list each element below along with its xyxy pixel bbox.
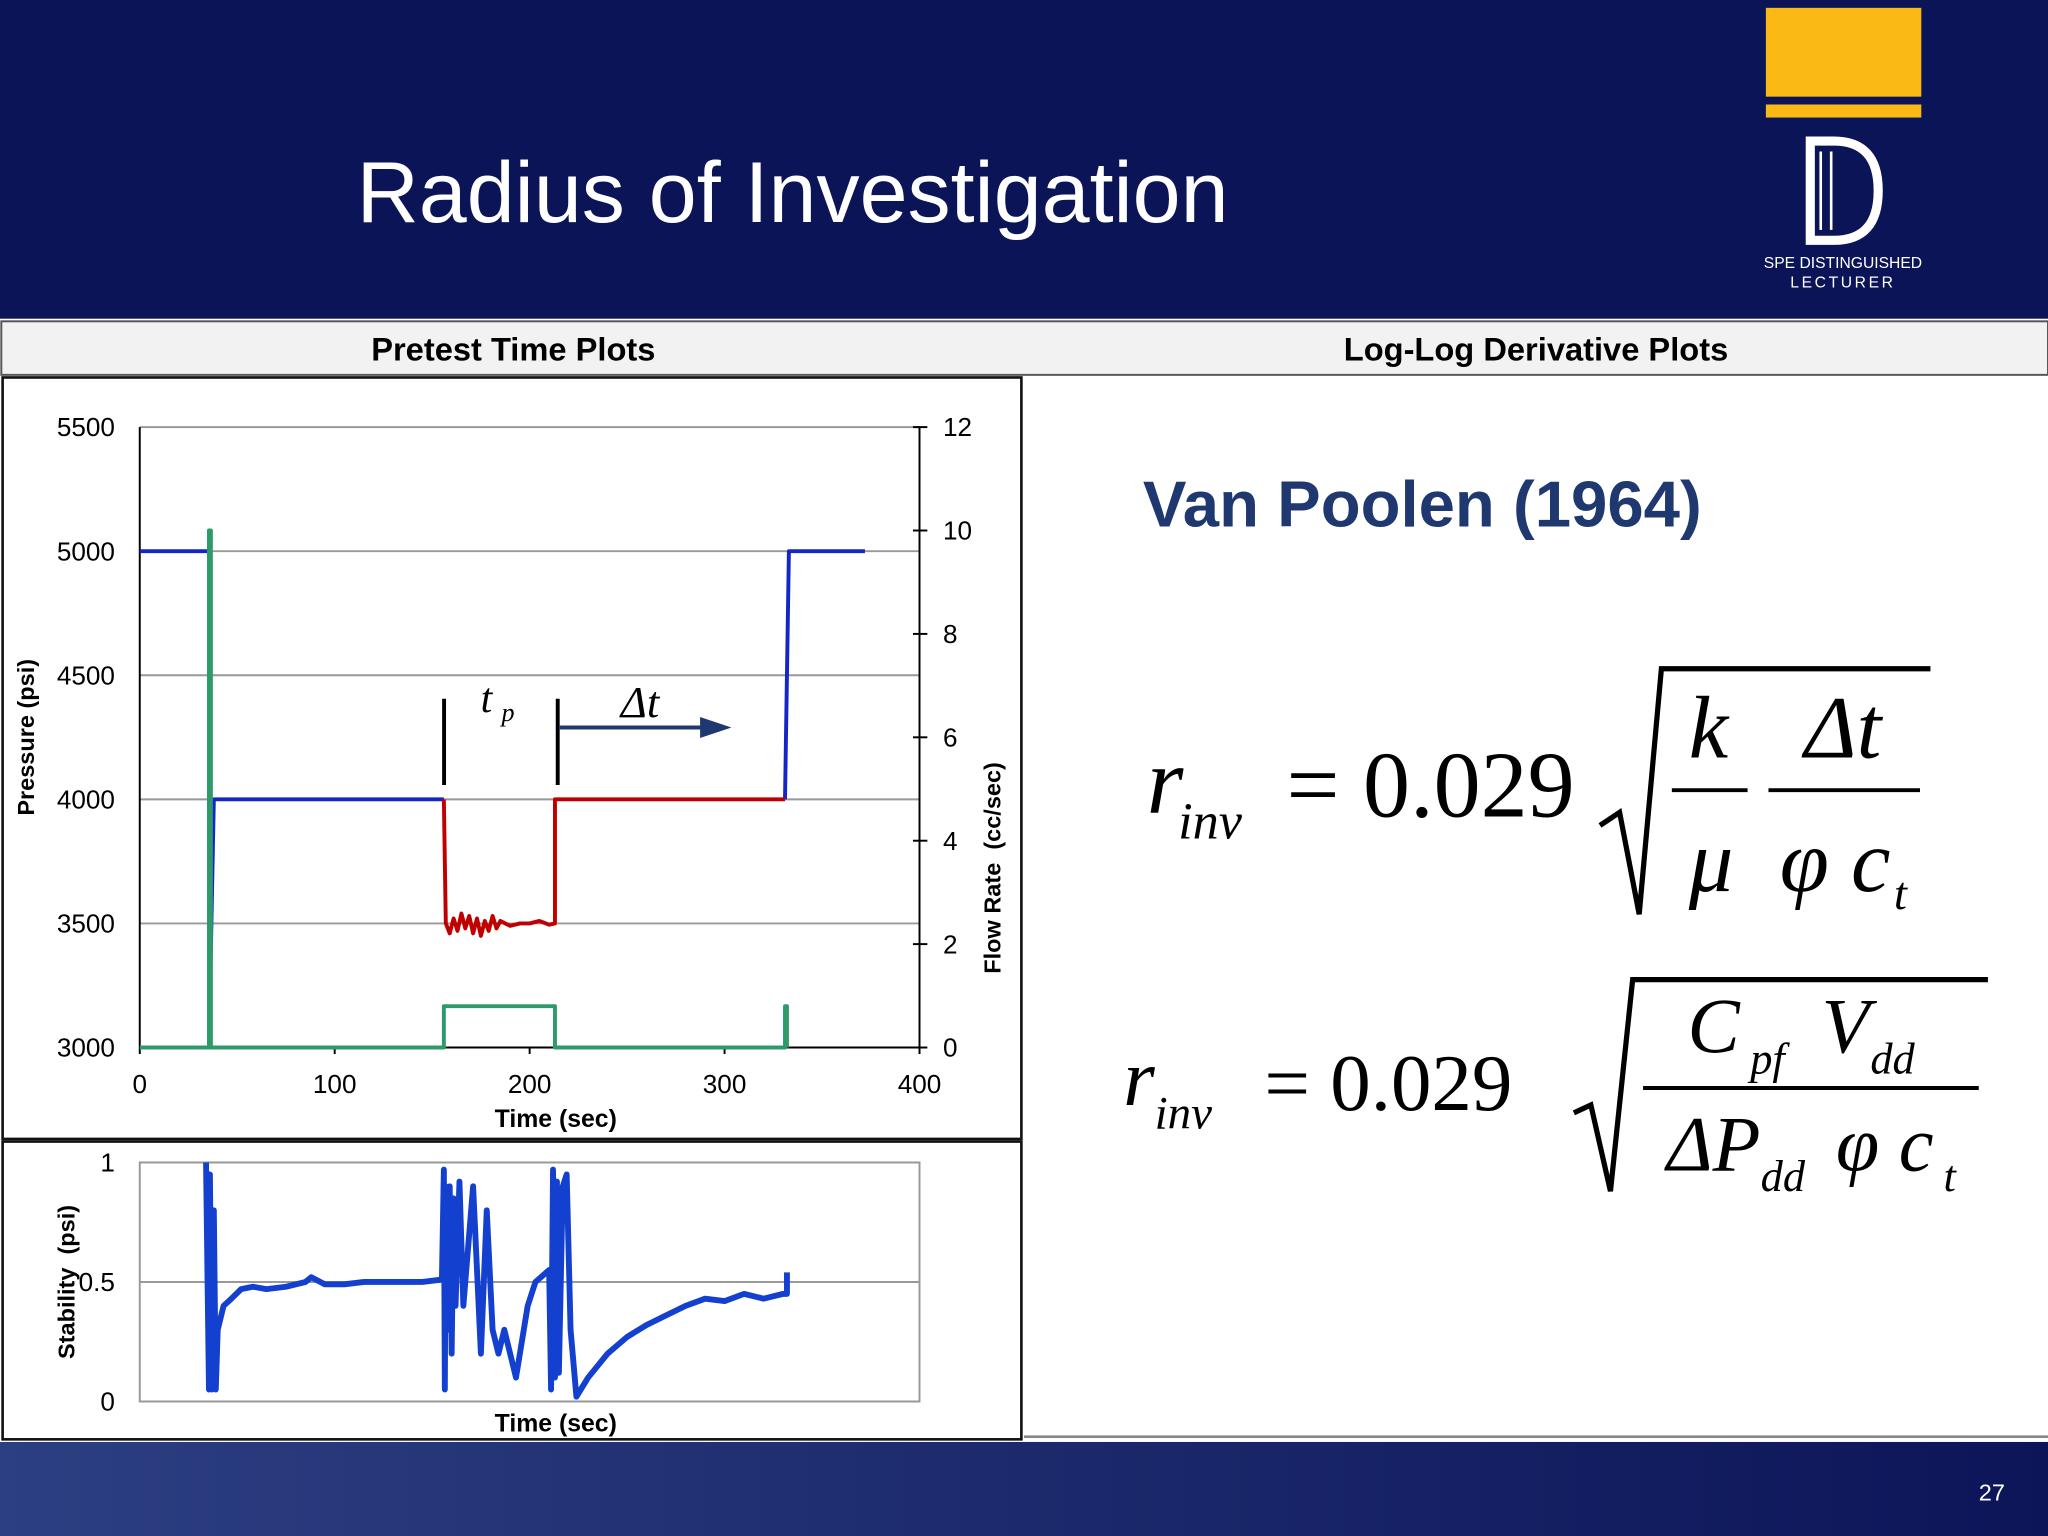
eq-subscript: pf xyxy=(1747,1034,1790,1084)
logo-mark xyxy=(1805,136,1883,245)
y-tick-label: 1 xyxy=(100,1148,115,1178)
y2-tick-label: 10 xyxy=(943,516,972,546)
x-tick-label: 100 xyxy=(313,1069,357,1099)
logo-bar xyxy=(1765,104,1922,118)
y-axis-label: Pressure (psi) xyxy=(13,659,39,816)
x-tick-label: 400 xyxy=(898,1069,942,1099)
y-tick-label: 4500 xyxy=(57,660,115,690)
eq-subscript: dd xyxy=(1870,1034,1915,1084)
eq-subscript: dd xyxy=(1761,1151,1806,1201)
y2-tick-label: 0 xyxy=(943,1033,958,1063)
logo-text: LECTURER xyxy=(1790,274,1895,291)
column-header: Log-Log Derivative Plots xyxy=(1344,330,1728,367)
chart: 0 0.5 1 Time (sec) Stability (psi) xyxy=(53,1148,921,1438)
radical xyxy=(1572,976,1988,1192)
y2-tick-label: 12 xyxy=(943,412,972,442)
chart-panel xyxy=(1,1140,1023,1441)
y-tick-label: 3000 xyxy=(57,1033,115,1063)
x-tick-label: 200 xyxy=(508,1069,552,1099)
y-tick-label: 0.5 xyxy=(79,1267,115,1297)
eq-subscript: inv xyxy=(1178,793,1243,851)
eq-symbol: V xyxy=(1822,983,1878,1070)
eq-symbol: Δt xyxy=(1802,680,1884,778)
y2-tick-label: 6 xyxy=(943,722,958,752)
radical xyxy=(1598,666,1931,915)
table-header-row xyxy=(0,320,2048,376)
chart-panel xyxy=(1,376,1023,1141)
y-tick-label: 5500 xyxy=(57,412,115,442)
annotation: Δt xyxy=(619,677,661,727)
y2-tick-label: 4 xyxy=(943,826,958,856)
column-header: Pretest Time Plots xyxy=(371,330,655,367)
eq-subscript: t xyxy=(1944,1151,1958,1201)
eq-symbol: μ xyxy=(1688,813,1734,911)
logo: SPE DISTINGUISHED LECTURER xyxy=(1764,7,1922,291)
y2-tick-label: 2 xyxy=(943,929,958,959)
eq-subscript: t xyxy=(1894,868,1908,920)
y-tick-label: 3500 xyxy=(57,909,115,939)
header-band xyxy=(0,0,2048,319)
eq-subscript: inv xyxy=(1155,1087,1213,1139)
reference: Van Poolen (1964) xyxy=(1143,467,1702,540)
slide-title: Radius of Investigation xyxy=(357,145,1229,241)
eq-symbol: φ c xyxy=(1836,1100,1934,1187)
y-tick-label: 5000 xyxy=(57,536,115,566)
x-axis-label: Time (sec) xyxy=(495,1411,617,1438)
logo-mark-lines xyxy=(1819,151,1833,230)
data-line xyxy=(139,528,789,1050)
eq-coefficient: = 0.029 xyxy=(1287,733,1575,837)
page-number: 27 xyxy=(1979,1480,2005,1506)
data-line xyxy=(441,797,786,938)
equation: r inv = 0.029 k μ Δt φ c t xyxy=(1147,666,1931,920)
logo-block xyxy=(1765,7,1922,97)
annotation: p xyxy=(500,698,515,727)
logo-text: SPE DISTINGUISHED xyxy=(1764,255,1922,272)
x-tick-label: 300 xyxy=(703,1069,747,1099)
x-tick-label: 0 xyxy=(132,1069,147,1099)
y2-tick-label: 8 xyxy=(943,619,958,649)
y2-axis-label: Flow Rate (cc/sec) xyxy=(979,762,1005,974)
y-tick-label: 4000 xyxy=(57,784,115,814)
equation: r inv = 0.029 C pf V dd ΔP dd φ c t xyxy=(1123,976,1988,1201)
eq-symbol: φ c xyxy=(1780,813,1891,911)
eq-symbol: C xyxy=(1687,983,1740,1070)
annotation-arrowhead xyxy=(700,717,732,738)
footer-band xyxy=(0,1441,2048,1536)
annotation: t xyxy=(481,676,494,722)
eq-coefficient: = 0.029 xyxy=(1264,1038,1512,1128)
eq-symbol: ΔP xyxy=(1664,1100,1761,1187)
eq-symbol: k xyxy=(1689,680,1730,778)
data-line xyxy=(203,1162,790,1400)
x-axis-label: Time (sec) xyxy=(495,1106,617,1133)
eq-symbol: r xyxy=(1147,729,1184,833)
y-tick-label: 0 xyxy=(100,1387,115,1417)
y-axis-label: Stability (psi) xyxy=(53,1205,79,1359)
eq-symbol: r xyxy=(1123,1033,1155,1123)
